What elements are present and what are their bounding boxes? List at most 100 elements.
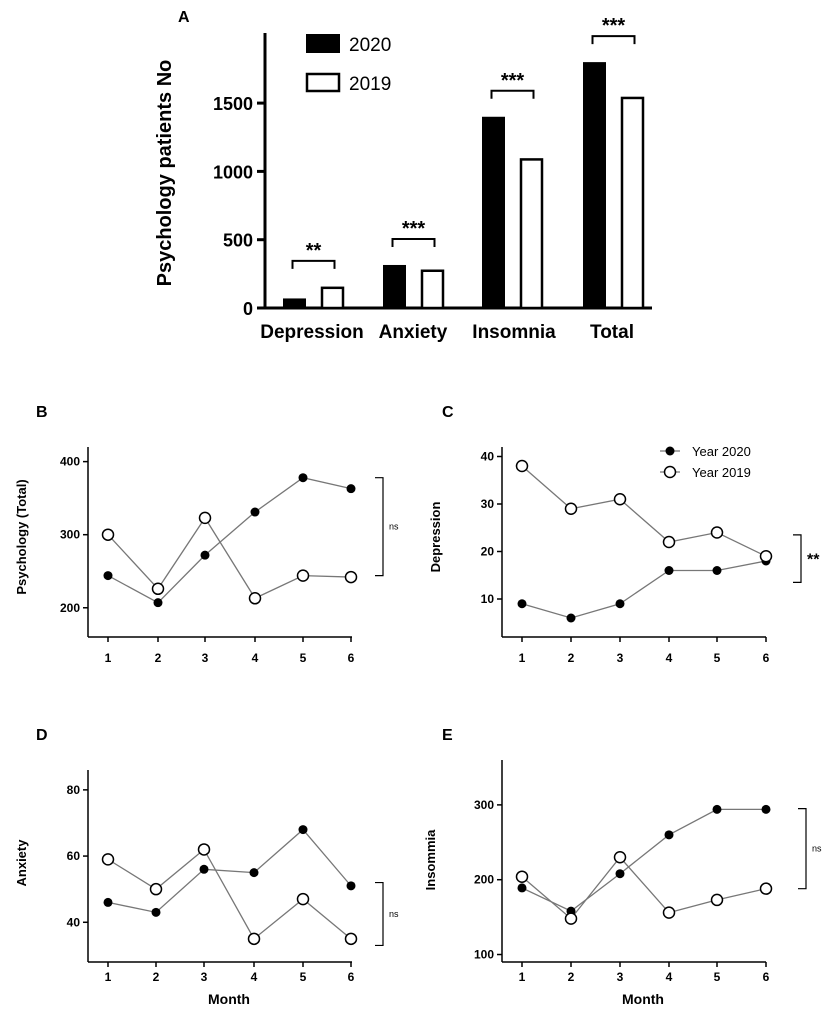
- panel-e-series-line-2019: [521, 856, 767, 920]
- panel-letter-b: B: [36, 404, 48, 421]
- legend-year-2020-marker: [665, 446, 675, 456]
- panel-b-point-2019: [198, 511, 212, 525]
- panel-c-point-2020: [615, 599, 625, 609]
- panel-e-x-tick-label: 3: [617, 970, 624, 984]
- panel-b-point-2020: [153, 598, 163, 608]
- panel-a-y-tick-label: 1500: [213, 94, 253, 114]
- panel-d-x-tick-label: 4: [251, 970, 258, 984]
- significance-stars: **: [306, 240, 322, 262]
- panel-a-y-axis-label: Psychology patients No: [154, 60, 176, 287]
- bar-2019-insomnia: [519, 158, 544, 310]
- panel-c-point-2019: [564, 502, 578, 515]
- panel-c-point-2019: [515, 459, 529, 473]
- panel-e-point-2019: [662, 906, 676, 919]
- panel-d-point-2020: [346, 881, 356, 891]
- significance-stars: ***: [402, 218, 426, 240]
- panel-a-category-label: Depression: [260, 322, 363, 343]
- panel-c-y-tick-label: 10: [481, 592, 495, 606]
- panel-e-point-2019: [564, 912, 578, 925]
- significance-stars: ***: [501, 70, 525, 92]
- panel-d-x-tick-label: 1: [105, 970, 112, 984]
- panel-c-point-2019: [759, 550, 773, 563]
- panel-d-point-2019: [149, 882, 163, 896]
- bar-2019-depression: [320, 286, 345, 310]
- panel-d-y-axis-label: Anxiety: [14, 839, 29, 887]
- panel-d-y-tick-label: 80: [67, 783, 81, 797]
- panel-c-x-tick-label: 3: [617, 651, 624, 665]
- panel-b-significance-label: ns: [389, 522, 399, 532]
- panel-e-point-2020: [712, 804, 722, 814]
- panel-a-category-label: Anxiety: [379, 322, 448, 343]
- panel-b-series-line-2020: [107, 476, 352, 604]
- panel-d-point-2020: [199, 864, 209, 874]
- panel-d-x-tick-label: 6: [348, 970, 355, 984]
- panel-c-point-2019: [662, 535, 676, 549]
- panel-e-y-tick-label: 200: [474, 873, 494, 887]
- panel-e-x-tick-label: 4: [666, 970, 673, 984]
- significance-bracket: [490, 89, 535, 99]
- panel-b-point-2019: [296, 569, 310, 582]
- panel-b-x-tick-label: 3: [202, 651, 209, 665]
- panel-e-point-2019: [759, 882, 773, 895]
- panel-e-point-2019: [710, 893, 724, 907]
- panel-a-category-label: Insomnia: [472, 322, 556, 343]
- panel-b-y-axis-label: Psychology (Total): [14, 479, 29, 594]
- panel-b-point-2020: [103, 571, 113, 581]
- panel-b-point-2019: [248, 592, 262, 605]
- panel-c-x-tick-label: 5: [714, 651, 721, 665]
- panel-e-point-2020: [664, 830, 674, 840]
- legend-year-2019-label: Year 2019: [692, 465, 751, 480]
- panel-d-x-tick-label: 5: [300, 970, 307, 984]
- panel-e-point-2020: [517, 883, 527, 893]
- panel-c-y-tick-label: 30: [481, 497, 495, 511]
- panel-a-y-tick-label: 0: [243, 299, 253, 319]
- panel-c-x-tick-label: 1: [519, 651, 526, 665]
- panel-d-point-2020: [151, 907, 161, 917]
- panel-b-series-line-2019: [107, 516, 352, 600]
- panel-c-y-axis-label: Depression: [428, 502, 443, 573]
- panel-d-point-2019: [296, 892, 310, 906]
- legend-year-2020-label: Year 2020: [692, 444, 751, 459]
- significance-bracket: [291, 259, 336, 269]
- panel-letter-d: D: [36, 727, 48, 744]
- panel-d: D 40 60 80 1 2 3 4 5 6 Anxiety ns: [14, 727, 399, 984]
- panel-b-point-2019: [151, 582, 165, 596]
- bar-2019-total: [620, 96, 645, 310]
- panel-b-x-tick-label: 5: [300, 651, 307, 665]
- panel-b-significance-bracket: [375, 477, 384, 577]
- legend-2020-swatch: [306, 34, 340, 53]
- bar-2019-anxiety: [420, 269, 445, 310]
- panel-d-y-tick-label: 40: [67, 915, 81, 929]
- panel-e-point-2020: [761, 804, 771, 814]
- panel-e-x-tick-label: 2: [568, 970, 575, 984]
- panel-a-category-label: Total: [590, 322, 634, 343]
- legend-2019-label: 2019: [349, 74, 391, 95]
- panel-letter-a: A: [178, 9, 190, 26]
- panel-e-y-axis-label: Insommia: [423, 829, 438, 890]
- panel-c-significance-label: **: [807, 552, 820, 569]
- significance-bracket: [391, 237, 436, 247]
- panel-b-point-2020: [346, 484, 356, 494]
- panel-d-point-2020: [298, 825, 308, 835]
- legend-2020-label: 2020: [349, 35, 391, 56]
- panel-c-point-2020: [712, 566, 722, 575]
- panel-c-x-tick-label: 4: [666, 651, 673, 665]
- panel-c-significance-bracket: [793, 534, 802, 583]
- legend-2019-swatch: [305, 72, 341, 93]
- panel-b-x-tick-label: 2: [155, 651, 162, 665]
- panel-d-series-line-2019: [107, 848, 352, 940]
- panel-c-y-tick-label: 40: [481, 450, 495, 464]
- panel-c-series-line-2020: [521, 560, 767, 619]
- panel-b-point-2019: [101, 528, 115, 541]
- panel-e-point-2019: [613, 851, 627, 864]
- panel-b-x-tick-label: 6: [348, 651, 355, 665]
- panel-e-series-line-2020: [521, 808, 766, 912]
- panel-d-point-2019: [247, 932, 261, 946]
- panel-e-significance-bracket: [798, 808, 807, 890]
- panel-d-point-2020: [249, 868, 259, 878]
- panel-c-point-2020: [517, 599, 527, 609]
- panel-e: E 100 200 300 1 2 3 4 5 6 Insommia ns: [423, 727, 822, 984]
- panel-d-x-tick-label: 2: [153, 970, 160, 984]
- panel-b-point-2019: [344, 570, 358, 584]
- panel-b-y-tick-label: 200: [60, 601, 80, 615]
